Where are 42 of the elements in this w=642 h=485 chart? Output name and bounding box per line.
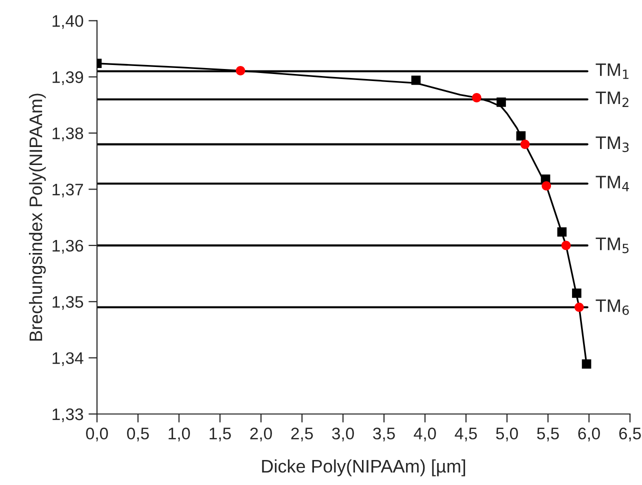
x-tick-label: 5,5 — [537, 428, 559, 442]
point — [520, 140, 530, 149]
y-tick-label: 1,38 — [52, 127, 84, 142]
y-axis-title: Brechungsindex Poly(NIPAAm) — [28, 94, 46, 341]
point — [574, 302, 584, 312]
point — [236, 66, 246, 76]
y-tick-label: 1,35 — [52, 296, 84, 310]
point — [582, 359, 592, 369]
y-tick-label: 1,40 — [52, 15, 84, 29]
x-tick-label: 0,0 — [86, 428, 108, 442]
point — [472, 93, 482, 102]
x-tick-label: 0,5 — [127, 428, 149, 442]
ref-line-label: TM$_{5}$ — [596, 238, 629, 254]
x-tick-label: 2,0 — [250, 428, 272, 442]
ref-line-label: TM$_{2}$ — [596, 92, 628, 107]
x-axis-title: Dicke Poly(NIPAAm) [µm] — [262, 459, 466, 476]
y-tick-label: 1,33 — [52, 408, 84, 422]
ref-line-label: TM$_{4}$ — [596, 176, 629, 192]
point — [496, 98, 506, 107]
point — [542, 181, 552, 191]
x-tick-label: 1,5 — [210, 428, 231, 442]
x-tick-label: 1,0 — [168, 428, 190, 442]
x-tick-label: 4,5 — [454, 428, 477, 442]
x-tick-label: 6,0 — [578, 428, 600, 442]
x-tick-label: 6,5 — [619, 428, 641, 442]
ref-line-label: TM$_{1}$ — [596, 63, 628, 79]
point — [572, 288, 582, 298]
point — [557, 227, 567, 237]
y-tick-label: 1,34 — [52, 352, 84, 366]
y-tick-label: 1,37 — [52, 184, 83, 198]
point — [516, 131, 526, 141]
x-tick-label: 4,0 — [414, 428, 436, 442]
point — [561, 240, 571, 250]
ref-line-label: TM$_{6}$ — [596, 299, 629, 316]
x-tick-label: 2,5 — [291, 428, 313, 442]
point — [411, 76, 421, 85]
y-tick-label: 1,36 — [52, 240, 84, 254]
x-tick-label: 3,5 — [373, 428, 395, 442]
ref-line-label: TM$_{3}$ — [596, 136, 629, 152]
y-tick-label: 1,39 — [52, 71, 84, 86]
x-tick-label: 3,0 — [332, 428, 354, 442]
x-tick-label: 5,0 — [496, 428, 518, 442]
